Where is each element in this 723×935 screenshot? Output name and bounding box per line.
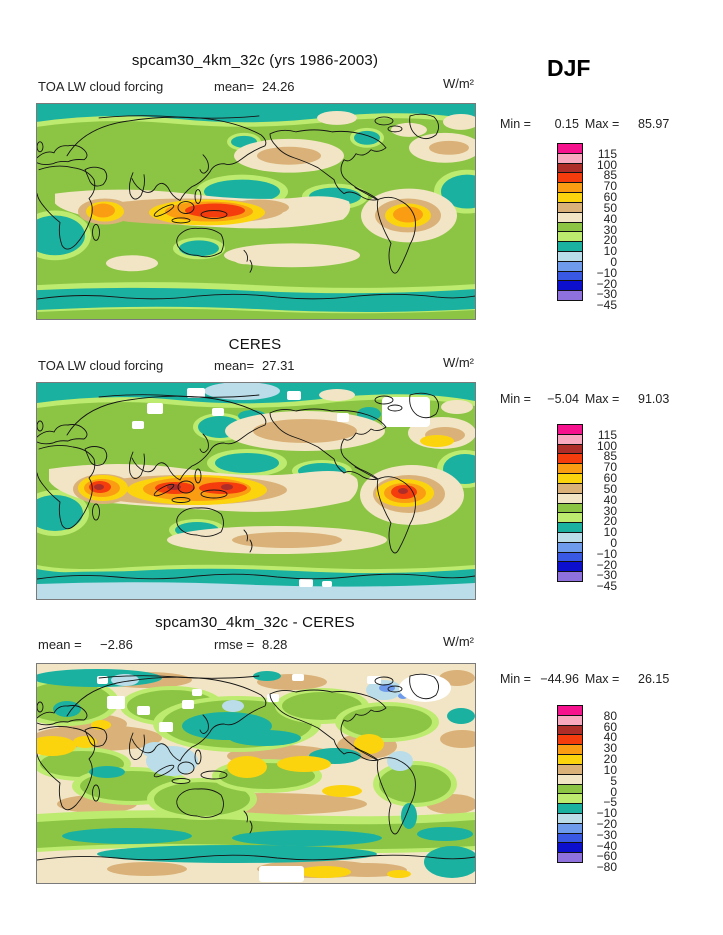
panel2-mean-value: 27.31 [262,358,295,373]
panel3-max-value: 26.15 [638,672,670,686]
colorbar-tick-label: 85 [603,168,617,183]
panel2-colorbar: 115 100 85 70 60 50 40 30 20 10 0 −10 −20 −30 −45 [557,424,647,597]
panel3-mean-value: −2.86 [100,637,133,652]
colorbar-tick-label: −10 [596,265,617,280]
colorbar-tick-label: 0 [610,254,617,269]
colorbar-tick-label: −60 [596,849,617,864]
colorbar-tick-label: 40 [603,730,617,745]
panel3-min-value: −44.96 [540,672,579,686]
panel3-colorbar-swatches [557,705,583,863]
panel2-contour-fills [37,383,475,599]
colorbar-segment [557,571,583,582]
panel1-variable-label: TOA LW cloud forcing [38,79,164,94]
colorbar-tick-label: 10 [603,525,617,540]
panel3-contour-fills [37,664,475,883]
panel2-minmax-row: Min = −5.04 Max = 91.03 [500,392,669,406]
panel1-minmax-row: Min = 0.15 Max = 85.97 [500,117,669,131]
colorbar-tick-label: 85 [603,449,617,464]
panel3-min-label: Min = [500,672,531,686]
colorbar-tick-label: 0 [610,535,617,550]
colorbar-tick-label: 60 [603,190,617,205]
panel3-rmse-label: rmse = [214,637,255,652]
colorbar-tick-label: −20 [596,557,617,572]
panel1-units-label: W/m² [442,76,474,91]
panel1-min-label: Min = [500,117,531,131]
colorbar-tick-label: −20 [596,276,617,291]
colorbar-tick-label: 70 [603,179,617,194]
panel1-contour-fills [37,104,475,319]
colorbar-tick-label: 50 [603,481,617,496]
panel3-max-label: Max = [584,672,620,686]
colorbar-tick-label: 10 [603,762,617,777]
panel2-min-value: −5.04 [547,392,579,406]
panel1-map-svg [37,104,475,319]
colorbar-tick-label: −20 [596,816,617,831]
panel3-colorbar: 80 60 40 30 20 10 5 0 −5 −10 −20 −30 −40 −60 −80 [557,705,647,878]
colorbar-tick-label: 100 [596,157,617,172]
panel2-colorbar-swatches [557,424,583,582]
colorbar-tick-label: 20 [603,752,617,767]
panel2-variable-label: TOA LW cloud forcing [38,358,164,373]
panel1-title: spcam30_4km_32c (yrs 1986-2003) [131,52,379,69]
colorbar-segment [557,852,583,863]
panel3-header-row: mean = −2.86 rmse = 8.28 W/m² [36,634,474,653]
panel1-mean-value: 24.26 [262,79,295,94]
panel1-min-value: 0.15 [554,117,579,131]
panel1-max-label: Max = [584,117,620,131]
colorbar-tick-label: 70 [603,460,617,475]
panel1-colorbar: 115 100 85 70 60 50 40 30 20 10 0 −10 −20 −30 −45 [557,143,647,316]
colorbar-tick-label: −30 [596,568,617,583]
colorbar-tick-label: 115 [597,427,617,442]
panel3-title: spcam30_4km_32c - CERES [155,614,355,631]
colorbar-tick-label: 100 [596,438,617,453]
panel3-units-label: W/m² [442,634,474,649]
colorbar-tick-label: −40 [596,838,617,853]
colorbar-tick-label: 30 [603,741,617,756]
colorbar-tick-label: 30 [603,222,617,237]
colorbar-tick-label: 60 [603,719,617,734]
panel3-map [36,663,476,884]
colorbar-tick-label: 20 [603,514,617,529]
colorbar-tick-label: 80 [603,708,617,723]
colorbar-tick-label: −10 [596,546,617,561]
panel1-mean-label: mean= [214,79,255,94]
colorbar-tick-label: −45 [596,298,617,313]
panel2-mean-label: mean= [214,358,255,373]
colorbar-tick-label: 40 [603,211,617,226]
colorbar-tick-label: 50 [603,200,617,215]
panel1-colorbar-swatches [557,143,583,301]
colorbar-tick-label: 20 [603,233,617,248]
colorbar-tick-label: 10 [603,244,617,259]
panel2-max-value: 91.03 [638,392,670,406]
panel2-min-label: Min = [500,392,531,406]
panel2-title: CERES [228,336,282,353]
panel1-header-row: TOA LW cloud forcing mean= 24.26 W/m² [36,76,474,95]
panel2-max-label: Max = [584,392,620,406]
colorbar-tick-label: −80 [596,860,617,875]
colorbar-tick-label: 60 [603,471,617,486]
panel2-map [36,382,476,600]
panel2-units-label: W/m² [442,355,474,370]
season-label: DJF [547,55,591,81]
colorbar-tick-label: −5 [603,795,617,810]
colorbar-tick-label: 0 [610,784,617,799]
panel2-header-row: TOA LW cloud forcing mean= 27.31 W/m² [36,355,474,374]
panel3-mean-label: mean = [38,637,82,652]
panel3-minmax-row: Min = −44.96 Max = 26.15 [500,672,669,686]
colorbar-tick-label: −30 [596,287,617,302]
panel1-max-value: 85.97 [638,117,670,131]
colorbar-tick-label: −10 [596,806,617,821]
panel3-map-svg [37,664,475,883]
panel1-map [36,103,476,320]
colorbar-tick-label: −45 [596,579,617,594]
colorbar-tick-label: −30 [596,827,617,842]
colorbar-tick-label: 30 [603,503,617,518]
panel3-rmse-value: 8.28 [262,637,288,652]
colorbar-segment [557,290,583,301]
colorbar-tick-label: 40 [603,492,617,507]
colorbar-tick-label: 5 [610,773,617,788]
panel2-map-svg [37,383,475,599]
colorbar-tick-label: 115 [597,146,617,161]
